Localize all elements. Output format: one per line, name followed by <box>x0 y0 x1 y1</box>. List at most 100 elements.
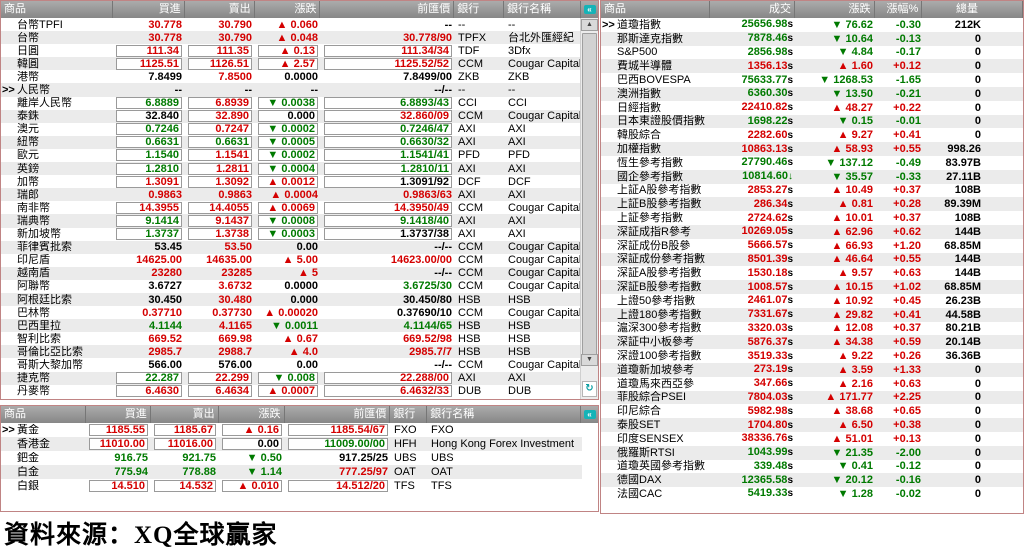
index-row[interactable]: 日本東證股價指數 1698.22s ▼ 0.15 -0.01 0 <box>601 114 1023 129</box>
col-header-bank-name[interactable]: 銀行名稱 <box>427 406 582 423</box>
change-cell: ▲ 3.59 <box>837 363 873 376</box>
index-row[interactable]: 深証A股參考指數 1530.18s ▲ 9.57 +0.63 144B <box>601 266 1023 280</box>
fx-row[interactable]: 英鎊 1.2810 1.2811 ▼ 0.0004 1.2810/11 AXI AXI <box>1 162 582 176</box>
index-row[interactable]: 澳洲指數 6360.30s ▼ 13.50 -0.21 0 <box>601 86 1023 101</box>
change-cell: 0.00 <box>296 241 318 254</box>
index-row[interactable]: 加權指數 10863.13s ▲ 58.93 +0.55 998.26 <box>601 142 1023 156</box>
col-header-bid[interactable]: 買進 <box>113 1 185 18</box>
metal-row[interactable]: 鈀金 916.75 921.75 ▼ 0.50 917.25/25 UBS UBS <box>1 451 582 465</box>
index-row[interactable]: 印度SENSEX 38336.76s ▲ 51.01 +0.13 0 <box>601 432 1023 446</box>
index-row[interactable]: 菲股綜合PSEI 7804.03s ▲ 171.77 +2.25 0 <box>601 390 1023 405</box>
index-row[interactable]: 德國DAX 12365.58s ▼ 20.12 -0.16 0 <box>601 473 1023 488</box>
panel-link-icon[interactable]: « <box>581 406 598 423</box>
bid-cell: 9.1414 <box>113 214 185 227</box>
metal-row[interactable]: 白金 775.94 778.88 ▼ 1.14 777.25/97 OAT OAT <box>1 465 582 479</box>
index-row[interactable]: 滬深300參考指數 3320.03s ▲ 12.08 +0.37 80.21B <box>601 322 1023 336</box>
col-header-product[interactable]: 商品 <box>1 1 113 18</box>
index-row[interactable]: 深證100參考指數 3519.33s ▲ 9.22 +0.26 36.36B <box>601 349 1023 363</box>
fx-row[interactable]: 阿聯幣 3.6727 3.6732 0.0000 3.6725/30 CCM Cougar … <box>1 280 582 293</box>
fx-row[interactable]: 韓圓 1125.51 1126.51 ▲ 2.57 1125.52/52 CCM Couga… <box>1 57 582 71</box>
index-row[interactable]: 深証成份參考指數 8501.39s ▲ 46.64 +0.55 144B <box>601 252 1023 267</box>
fx-row[interactable]: 哥斯大黎加幣 566.00 576.00 0.00 --/-- CCM Cougar Cap… <box>1 358 582 371</box>
index-row[interactable]: 上證180參考指數 7331.67s ▲ 29.82 +0.41 44.58B <box>601 307 1023 322</box>
fx-row[interactable]: >> 人民幣 -- -- -- --/-- -- -- <box>1 83 582 97</box>
index-row[interactable]: 上証A股參考指數 2853.27s ▲ 10.49 +0.37 108B <box>601 184 1023 198</box>
fx-row[interactable]: 越南盾 23280 23285 ▲ 5 --/-- CCM Cougar Capital .… <box>1 266 582 280</box>
index-row[interactable]: 深証成份B股參 5666.57s ▲ 66.93 +1.20 68.85M <box>601 239 1023 253</box>
index-row[interactable]: >> 道瓊指數 25656.98s ▼ 76.62 -0.30 212K <box>601 18 1023 32</box>
panel-link-icon[interactable]: « <box>581 1 598 18</box>
fx-row[interactable]: 巴林幣 0.37710 0.37730 ▲ 0.00020 0.37690/10 CCM C… <box>1 306 582 319</box>
col-header-product[interactable]: 商品 <box>1 406 86 423</box>
index-row[interactable]: 恆生參考指數 27790.46s ▼ 137.12 -0.49 83.97B <box>601 156 1023 170</box>
fx-row[interactable]: 泰銖 32.840 32.890 0.000 32.860/09 CCM Cougar Ca… <box>1 109 582 123</box>
col-header-bank[interactable]: 銀行 <box>454 1 505 18</box>
fx-row[interactable]: 捷克幣 22.287 22.299 ▼ 0.008 22.288/00 AXI AXI <box>1 371 582 385</box>
fx-row[interactable]: 台幣 30.778 30.790 ▲ 0.048 30.778/90 TPFX 台北外匯經紀 <box>1 31 582 45</box>
fx-row[interactable]: 紐幣 0.6631 0.6631 ▼ 0.0005 0.6630/32 AXI AXI <box>1 135 582 149</box>
col-header-bank-name[interactable]: 銀行名稱 <box>504 1 582 18</box>
col-header-pct[interactable]: 漲幅% <box>875 1 923 18</box>
fx-row[interactable]: 台幣TPFI 30.778 30.790 ▲ 0.060 -- -- -- <box>1 18 582 31</box>
fx-row[interactable]: 港幣 7.8499 7.8500 0.0000 7.8499/00 ZKB ZKB <box>1 70 582 83</box>
index-row[interactable]: 巴西BOVESPA 75633.77s ▼ 1268.53 -1.65 0 <box>601 73 1023 87</box>
scroll-up-icon[interactable]: ▲ <box>581 19 598 31</box>
index-row[interactable]: 道瓊英國參考指數 339.48s ▼ 0.41 -0.12 0 <box>601 460 1023 474</box>
fx-row[interactable]: 瑞典幣 9.1414 9.1437 ▼ 0.0008 9.1418/40 AXI AXI <box>1 214 582 228</box>
col-header-bid[interactable]: 買進 <box>86 406 151 423</box>
fx-row[interactable]: 菲律賓批索 53.45 53.50 0.00 --/-- CCM Cougar Capita… <box>1 240 582 254</box>
index-row[interactable]: 上證50參考指數 2461.07s ▲ 10.92 +0.45 26.23B <box>601 294 1023 308</box>
fx-row[interactable]: 瑞郎 0.9863 0.9863 ▲ 0.0004 0.9863/63 AXI AXI <box>1 188 582 202</box>
index-row[interactable]: 上証參考指數 2724.62s ▲ 10.01 +0.37 108B <box>601 211 1023 225</box>
fx-row[interactable]: 歐元 1.1540 1.1541 ▼ 0.0002 1.1541/41 PFD PFD <box>1 149 582 162</box>
fx-row[interactable]: 印尼盾 14625.00 14635.00 ▲ 5.00 14623.00/00 CCM C… <box>1 254 582 267</box>
index-row[interactable]: 深証B股參考指數 1008.57s ▲ 10.15 +1.02 68.85M <box>601 280 1023 294</box>
index-row[interactable]: 深証中小板參考 5876.37s ▲ 34.38 +0.59 20.14B <box>601 335 1023 350</box>
col-header-last[interactable]: 成交 <box>710 1 795 18</box>
fx-row[interactable]: 新加坡幣 1.3737 1.3738 ▼ 0.0003 1.3737/38 AXI AXI <box>1 228 582 241</box>
col-header-prev[interactable]: 前匯價 <box>320 1 455 18</box>
fx-row[interactable]: 離岸人民幣 6.8889 6.8939 ▼ 0.0038 6.8893/43 CCI CCI <box>1 97 582 110</box>
bank-name-cell: Cougar Capital ... <box>508 57 582 70</box>
index-row[interactable]: 國企參考指數 10814.60↓ ▼ 35.57 -0.33 27.11B <box>601 169 1023 184</box>
index-row[interactable]: 深証成指R參考 10269.05s ▲ 62.96 +0.62 144B <box>601 224 1023 239</box>
index-row[interactable]: 韓股綜合 2282.60s ▲ 9.27 +0.41 0 <box>601 128 1023 142</box>
col-header-ask[interactable]: 賣出 <box>185 1 255 18</box>
scroll-down-icon[interactable]: ▼ <box>581 354 598 366</box>
col-header-change[interactable]: 漲跌 <box>255 1 321 18</box>
fx-row[interactable]: 加幣 1.3091 1.3092 ▲ 0.0012 1.3091/92 DCF DCF <box>1 175 582 188</box>
index-row[interactable]: 俄羅斯RTSI 1043.99s ▼ 21.35 -2.00 0 <box>601 445 1023 460</box>
index-row[interactable]: 泰股SET 1704.80s ▲ 6.50 +0.38 0 <box>601 418 1023 432</box>
fx-row[interactable]: 哥倫比亞比索 2985.7 2988.7 ▲ 4.0 2985.7/7 HSB HSB <box>1 345 582 359</box>
col-header-volume[interactable]: 總量 <box>922 1 1023 18</box>
col-header-prev[interactable]: 前匯價 <box>285 406 391 423</box>
fx-scrollbar[interactable]: ▲ ▼ ↻ <box>580 18 598 399</box>
fx-row[interactable]: 巴西里拉 4.1144 4.1165 ▼ 0.0011 4.1144/65 HSB HSB <box>1 319 582 333</box>
col-header-bank[interactable]: 銀行 <box>390 406 428 423</box>
metal-row[interactable]: >> 黃金 1185.55 1185.67 ▲ 0.16 1185.54/67 FXO FXO <box>1 423 582 437</box>
fx-row[interactable]: 南非幣 14.3955 14.4055 ▲ 0.0069 14.3950/49 CCM Co… <box>1 201 582 214</box>
index-row[interactable]: 道瓊新加坡參考 273.19s ▲ 3.59 +1.33 0 <box>601 362 1023 377</box>
metal-row[interactable]: 香港金 11010.00 11016.00 0.00 11009.00/00 HFH Hon… <box>1 437 582 451</box>
index-row[interactable]: 費城半導體 1356.13s ▲ 1.60 +0.12 0 <box>601 59 1023 74</box>
index-row[interactable]: 日經指數 22410.82s ▲ 48.27 +0.22 0 <box>601 101 1023 115</box>
scrollbar-thumb[interactable] <box>582 33 597 355</box>
index-row[interactable]: S&P500 2856.98s ▼ 4.84 -0.17 0 <box>601 46 1023 60</box>
prev-price-cell: 669.52/98 <box>403 332 452 345</box>
fx-row[interactable]: 智利比索 669.52 669.98 ▲ 0.67 669.52/98 HSB HSB <box>1 332 582 345</box>
index-row[interactable]: 道瓊馬來西亞參 347.66s ▲ 2.16 +0.63 0 <box>601 377 1023 391</box>
fx-row[interactable]: 澳元 0.7246 0.7247 ▼ 0.0002 0.7246/47 AXI AXI <box>1 123 582 136</box>
fx-row[interactable]: 日圓 111.34 111.35 ▲ 0.13 111.34/34 TDF 3Dfx <box>1 44 582 57</box>
metal-row[interactable]: 白銀 14.510 14.532 ▲ 0.010 14.512/20 TFS TFS <box>1 479 582 493</box>
index-row[interactable]: 上証B股參考指數 286.34s ▲ 0.81 +0.28 89.39M <box>601 197 1023 212</box>
col-header-ask[interactable]: 賣出 <box>151 406 219 423</box>
col-header-product[interactable]: 商品 <box>601 1 711 18</box>
col-header-change[interactable]: 漲跌 <box>219 406 285 423</box>
refresh-icon[interactable]: ↻ <box>582 381 597 397</box>
index-row[interactable]: 法國CAC 5419.33s ▼ 1.28 -0.02 0 <box>601 487 1023 501</box>
col-header-change[interactable]: 漲跌 <box>795 1 875 18</box>
index-row[interactable]: 那斯達克指數 7878.46s ▼ 10.64 -0.13 0 <box>601 31 1023 46</box>
fx-row[interactable]: 阿根廷比索 30.450 30.480 0.000 30.450/80 HSB HSB <box>1 292 582 307</box>
fx-row[interactable]: 丹麥幣 6.4630 6.4634 ▲ 0.0007 6.4632/33 DUB DUB <box>1 385 582 398</box>
index-row[interactable]: 印尼綜合 5982.98s ▲ 38.68 +0.65 0 <box>601 404 1023 418</box>
